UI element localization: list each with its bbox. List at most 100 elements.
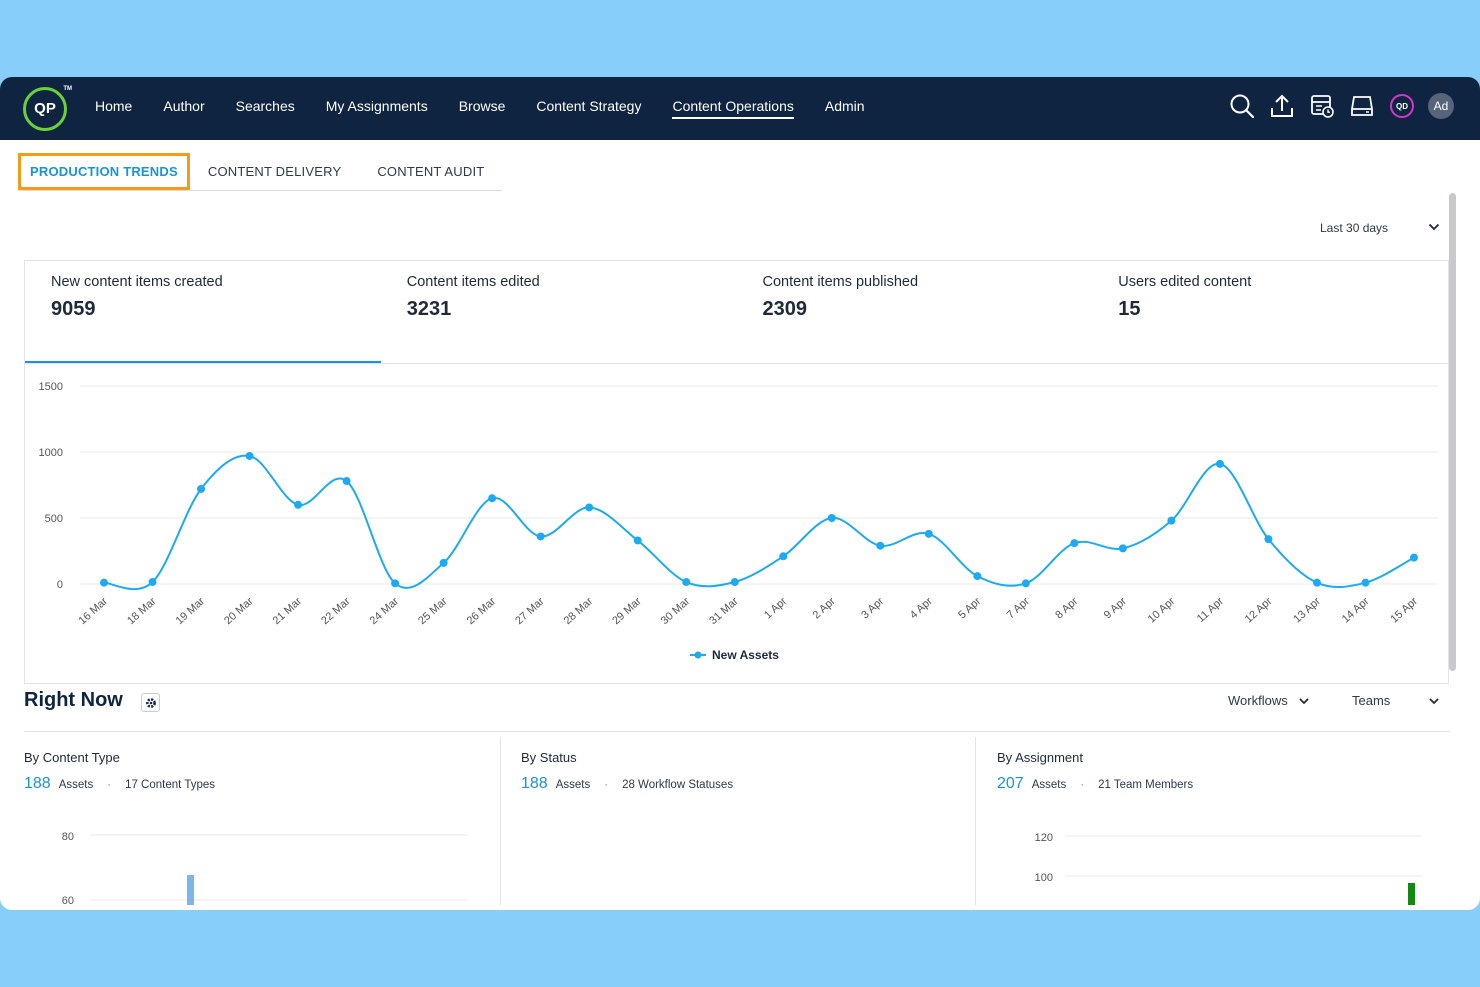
panel-title: By Content Type [24,750,120,765]
stat-content-edited[interactable]: Content items edited 3231 [381,261,737,363]
x-tick-label: 4 Apr [908,595,935,621]
stats-row: New content items created 9059 Content i… [25,261,1448,364]
nav-item-content-strategy[interactable]: Content Strategy [536,98,642,114]
panel-detail: 21 Team Members [1098,779,1194,791]
data-point[interactable] [779,552,788,561]
workflows-filter-label: Workflows [1228,693,1288,708]
panel-by-assignment: By Assignment 207 Assets · 21 Team Membe… [997,737,1450,907]
x-tick-label: 11 Apr [1195,595,1226,625]
x-tick-label: 14 Apr [1340,595,1372,625]
data-point[interactable] [342,477,351,486]
logo-text: QP [34,100,56,117]
data-point[interactable] [973,572,982,581]
data-point[interactable] [682,578,691,587]
tab-content-audit[interactable]: CONTENT AUDIT [377,164,485,179]
bar[interactable] [1408,883,1415,905]
tab-production-trends[interactable]: PRODUCTION TRENDS [18,153,190,190]
x-tick-label: 22 Mar [319,595,353,627]
data-point[interactable] [585,503,594,512]
chevron-down-icon[interactable] [1427,220,1441,239]
x-tick-label: 19 Mar [174,595,208,627]
legend-label-new-assets[interactable]: New Assets [712,648,779,662]
nav-item-my-assignments[interactable]: My Assignments [325,98,428,114]
data-point[interactable] [439,558,448,567]
x-tick-label: 26 Mar [465,595,499,627]
nav-item-author[interactable]: Author [163,98,205,114]
data-point[interactable] [633,536,642,545]
panel-detail: 17 Content Types [125,779,215,791]
meta-separator: · [604,779,609,791]
data-point[interactable] [1070,539,1079,548]
stat-users-edited[interactable]: Users edited content 15 [1092,261,1448,363]
panel-by-status: By Status 188 Assets · 28 Workflow Statu… [521,737,971,907]
inbox-icon[interactable] [1348,91,1376,121]
nav-item-admin[interactable]: Admin [824,98,865,114]
stat-content-published[interactable]: Content items published 2309 [737,261,1093,363]
data-point[interactable] [100,578,108,587]
nav-item-searches[interactable]: Searches [235,98,295,114]
panel-title: By Assignment [997,750,1083,765]
data-point[interactable] [536,532,545,541]
data-point[interactable] [1410,553,1418,562]
x-tick-label: 31 Mar [707,595,741,627]
qd-app-icon[interactable]: QD [1388,91,1416,121]
data-point[interactable] [1361,578,1370,587]
tab-content-delivery[interactable]: CONTENT DELIVERY [207,164,342,179]
date-range-select[interactable]: Last 30 days [1320,221,1389,235]
stat-value: 15 [1118,298,1141,320]
user-avatar[interactable]: Ad [1428,93,1454,119]
x-tick-label: 21 Mar [271,595,305,627]
data-point[interactable] [294,500,303,509]
data-point[interactable] [1215,459,1224,468]
assignment-mini-chart: 120 100 [1035,832,1421,905]
x-tick-label: 15 Apr [1388,595,1420,625]
y-tick-label: 80 [62,831,74,843]
data-point[interactable] [148,578,157,587]
vertical-scrollbar[interactable] [1449,193,1456,671]
data-point[interactable] [827,514,836,522]
teams-filter[interactable]: Teams [1352,693,1440,708]
section-divider [24,731,1450,732]
data-point[interactable] [730,578,739,587]
panel-detail: 28 Workflow Statuses [622,779,734,791]
stat-value: 9059 [51,298,96,320]
data-point[interactable] [1167,516,1176,525]
y-tick-label: 1500 [39,381,63,393]
bar[interactable] [187,875,194,905]
gear-icon[interactable] [141,693,160,712]
x-tick-label: 25 Mar [416,595,450,627]
search-icon[interactable] [1228,91,1256,121]
y-tick-label: 100 [1035,872,1053,884]
data-point[interactable] [1021,579,1030,588]
data-point[interactable] [1264,535,1273,544]
data-point[interactable] [488,494,497,503]
upload-icon[interactable] [1268,91,1296,121]
app-window: QP TM Home Author Searches My Assignment… [0,77,1480,910]
nav-item-browse[interactable]: Browse [458,98,506,114]
asset-count: 188 [24,775,51,792]
data-point[interactable] [876,541,885,550]
data-point[interactable] [924,529,933,538]
x-tick-label: 7 Apr [1005,595,1032,621]
scheduler-icon[interactable] [1308,91,1336,121]
x-tick-label: 30 Mar [659,595,693,627]
data-point[interactable] [245,451,254,460]
y-tick-label: 60 [62,895,74,905]
asset-count-label: Assets [58,779,94,791]
x-tick-label: 29 Mar [610,595,644,627]
qp-logo[interactable]: QP TM [23,86,72,131]
sub-tabs: PRODUCTION TRENDS CONTENT DELIVERY CONTE… [18,153,503,191]
stat-label: New content items created [51,274,223,290]
x-tick-label: 16 Mar [77,595,111,627]
chevron-down-icon [1299,697,1309,704]
nav-item-content-operations[interactable]: Content Operations [672,98,794,119]
data-point[interactable] [391,579,400,588]
nav-item-home[interactable]: Home [95,98,133,114]
data-point[interactable] [1118,544,1127,553]
qd-badge-text: QD [1390,94,1414,118]
data-point[interactable] [197,484,206,493]
new-assets-line-chart: 1500 1000 500 0 16 Mar 18 Mar 19 Mar 20 Mar 21 M… [39,381,1438,662]
data-point[interactable] [1312,578,1321,587]
workflows-filter[interactable]: Workflows [1228,693,1310,708]
stat-new-content[interactable]: New content items created 9059 [25,261,381,363]
